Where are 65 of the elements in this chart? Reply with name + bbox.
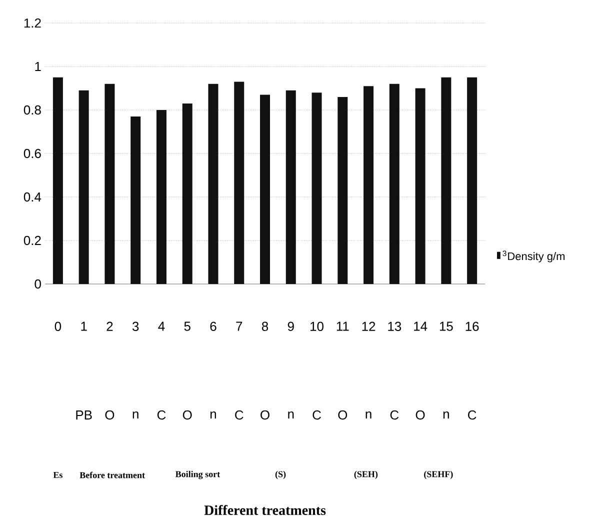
x-tick-label: 0 — [54, 322, 62, 331]
bar — [260, 94, 270, 284]
y-tick-label: 0.8 — [24, 105, 41, 115]
x-tick-label: 6 — [210, 322, 216, 331]
text: (S) — [275, 470, 286, 480]
x-tick-label: 4 — [158, 322, 165, 331]
text: Boiling sort — [175, 470, 220, 480]
text: n — [443, 411, 449, 418]
legend-label: $^{3}$Density g/m — [502, 250, 565, 262]
x-tick-label: 14 — [414, 322, 428, 331]
bar — [130, 116, 141, 284]
y-tick-label: 0.2 — [24, 236, 41, 246]
text: O — [182, 410, 192, 420]
text: O — [260, 410, 270, 420]
text: C — [157, 410, 166, 420]
bar — [312, 92, 322, 284]
text: C — [468, 410, 476, 420]
y-tick-label: 0.6 — [24, 148, 41, 158]
y-tick-label: 0 — [34, 279, 41, 289]
x-tick-label: 16 — [466, 322, 479, 331]
text: n — [366, 411, 372, 418]
bar — [286, 90, 296, 284]
bar — [78, 90, 89, 284]
text: C — [390, 410, 399, 420]
y-tick-label: 1 — [35, 62, 41, 71]
x-tick-label: 3 — [132, 322, 139, 331]
text: Different treatments — [204, 504, 326, 515]
bar — [156, 110, 166, 284]
bar — [441, 77, 452, 284]
y-tick-label: 1.2 — [24, 18, 41, 28]
bar — [364, 86, 374, 284]
x-tick-label: 8 — [262, 322, 268, 331]
x-tick-label: 13 — [388, 322, 402, 331]
text: C — [312, 410, 321, 420]
x-tick-label: 9 — [288, 322, 294, 331]
bar — [234, 82, 244, 284]
text: Es — [53, 472, 62, 478]
x-tick-label: 5 — [184, 322, 190, 331]
x-tick-label: 12 — [362, 322, 376, 331]
bar — [389, 84, 400, 284]
bar — [52, 77, 63, 284]
text: PB — [76, 410, 92, 420]
text: n — [288, 411, 294, 418]
text: (SEH) — [354, 470, 378, 480]
bar — [104, 84, 115, 284]
x-tick-label: 1 — [81, 322, 87, 331]
text: Before treatment — [80, 472, 145, 478]
text: O — [338, 410, 348, 420]
text: O — [105, 410, 114, 420]
bar — [467, 77, 478, 284]
text: C — [235, 410, 244, 420]
x-tick-label: 7 — [236, 322, 242, 331]
text: O — [416, 410, 425, 420]
bar — [415, 88, 426, 284]
y-tick-label: 0.4 — [24, 192, 42, 202]
x-tick-label: 15 — [440, 322, 453, 331]
x-tick-label: 10 — [310, 322, 324, 331]
x-tick-label: 11 — [336, 322, 349, 331]
text: n — [132, 411, 138, 418]
x-tick-label: 2 — [106, 322, 113, 331]
bar — [182, 103, 192, 284]
text: n — [210, 411, 216, 418]
bar — [338, 96, 348, 284]
bar — [208, 84, 218, 284]
text: (SEHF) — [424, 470, 453, 480]
